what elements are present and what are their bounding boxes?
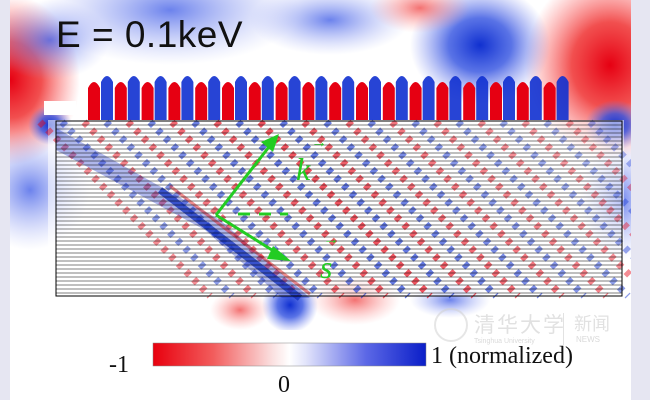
electrode-gap <box>503 76 515 120</box>
watermark-news: 新闻 <box>574 314 610 335</box>
electrode-gap <box>315 76 328 120</box>
electrode-gap <box>422 76 435 120</box>
electrode-gap <box>395 76 408 120</box>
watermark-divider <box>563 313 564 345</box>
electrode-finger <box>275 82 288 120</box>
university-seal-icon <box>434 308 468 342</box>
electrode-finger <box>409 82 422 120</box>
electrode-finger <box>168 82 181 120</box>
electrode-gap <box>181 76 194 120</box>
layer-stack-border <box>55 120 623 297</box>
electrode-gap <box>261 76 274 120</box>
electrode-gap <box>288 76 301 120</box>
electrode-finger <box>436 82 449 120</box>
electrode-gap <box>342 76 355 120</box>
electrode-finger <box>302 82 315 120</box>
colorbar-mid-label: 0 <box>278 372 290 398</box>
electrode-finger <box>222 82 234 120</box>
electrode-gap <box>449 76 462 120</box>
electrode-finger <box>248 82 261 120</box>
electrode-finger <box>88 82 100 120</box>
colorbar-min-label: -1 <box>109 352 129 378</box>
electrode-gap <box>476 76 489 120</box>
watermark-chinese: 清华大学 <box>474 313 566 337</box>
electrode-finger <box>141 82 154 120</box>
electrode-finger <box>382 82 395 120</box>
simulation-figure: k → s → E = 0.1keV -1 0 1 (normalized) 清… <box>10 0 631 400</box>
electrode-finger <box>114 82 127 120</box>
electrode-finger <box>356 82 368 120</box>
electrode-gap <box>529 76 542 120</box>
electrode-gap <box>208 76 221 120</box>
colorbar <box>152 342 427 367</box>
electrode-finger <box>329 82 342 120</box>
s-vector-label: s <box>320 249 332 285</box>
electrode-gap <box>154 76 167 120</box>
electrode-gap <box>127 76 140 120</box>
electrode-gap <box>369 76 381 120</box>
energy-label: E = 0.1keV <box>56 14 244 55</box>
watermark-news-en: NEWS <box>576 335 600 344</box>
electrode-gap <box>101 76 113 120</box>
field-plot: k → s → <box>10 0 631 367</box>
electrode-finger <box>543 82 556 120</box>
electrode-finger <box>490 82 502 120</box>
k-vector-label: k <box>296 151 311 187</box>
wave-vector-arrows <box>214 134 291 261</box>
electrode-finger <box>195 82 208 120</box>
electrode-finger <box>463 82 476 120</box>
colorbar-max-label: 1 (normalized) <box>431 343 573 369</box>
electrode-gap <box>235 76 247 120</box>
watermark: 清华大学 Tsinghua University 新闻 NEWS <box>426 305 626 357</box>
electrode-gap <box>556 76 569 120</box>
watermark-english: Tsinghua University <box>474 338 535 345</box>
k-vector-arrow-mark: → <box>311 134 327 151</box>
s-vector-arrow-mark: → <box>323 231 339 248</box>
electrode-finger <box>516 82 529 120</box>
